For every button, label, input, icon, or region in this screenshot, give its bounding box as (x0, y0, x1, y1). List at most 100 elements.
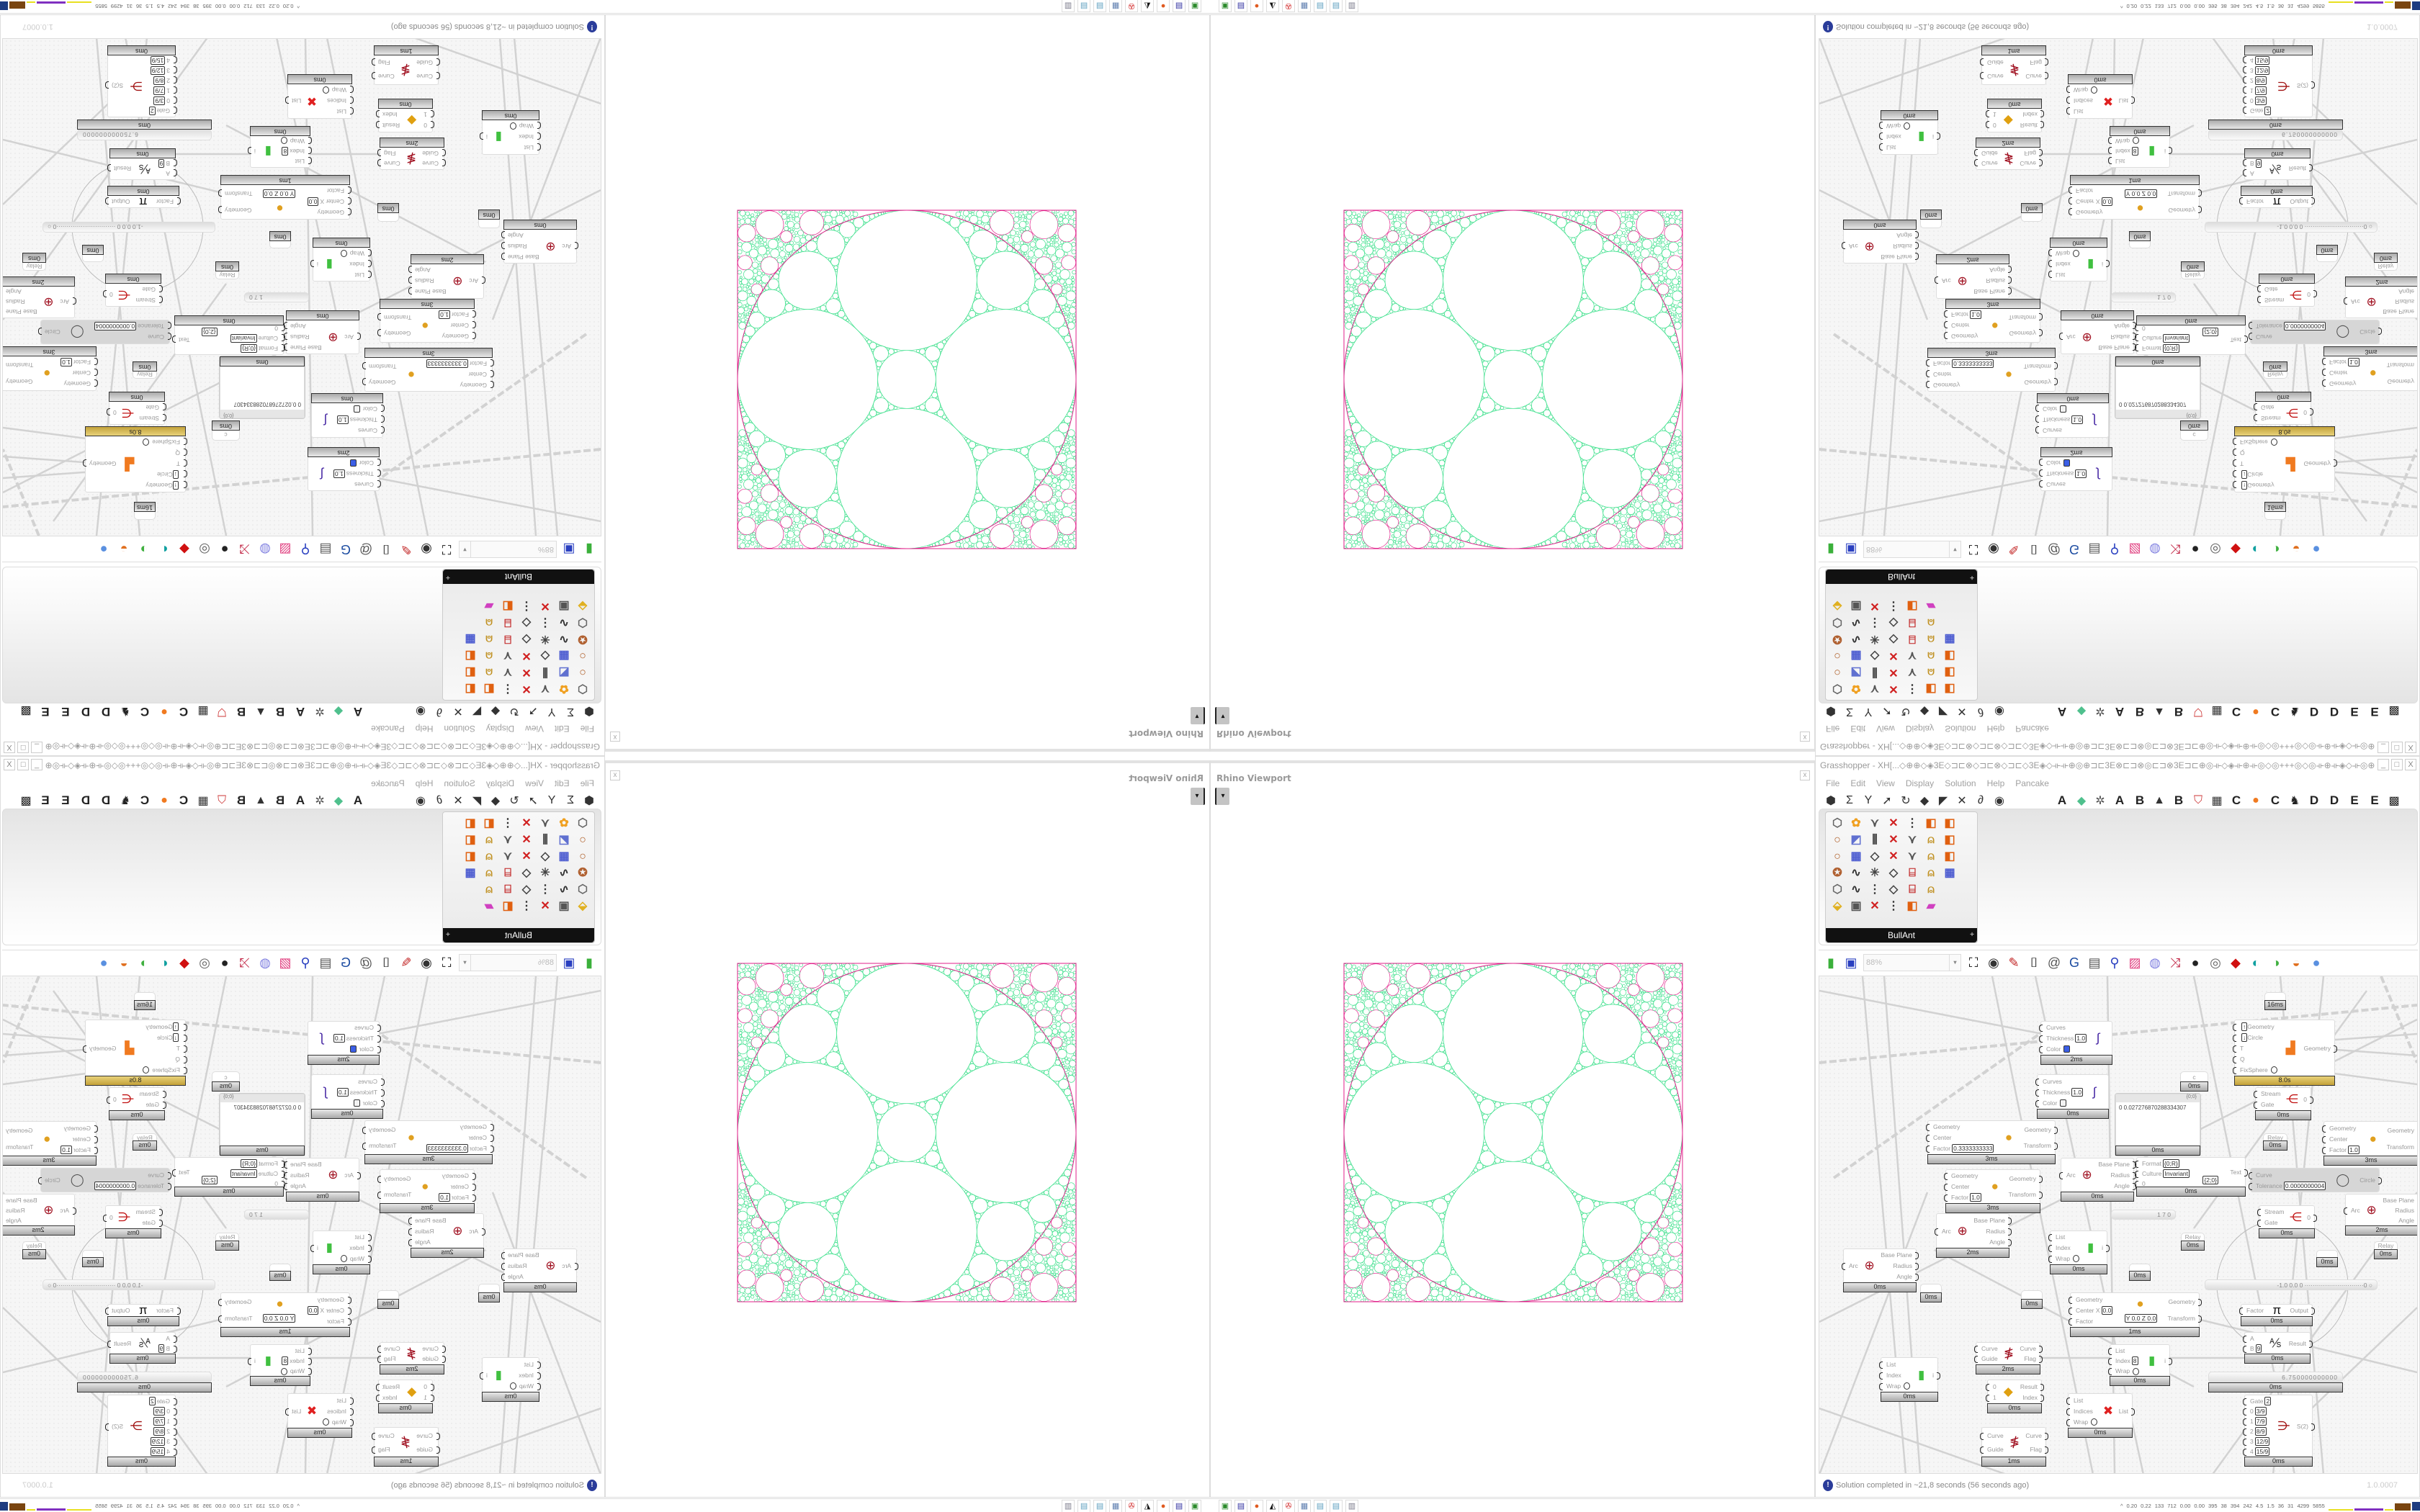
input-curves[interactable]: Curves (2043, 480, 2087, 490)
component-body[interactable]: Factor π Output (107, 1303, 179, 1317)
output-geometry[interactable]: Geometry (225, 206, 252, 214)
input-value[interactable]: 0.0 (307, 197, 319, 207)
shield-icon[interactable]: ⛉ (218, 794, 227, 806)
input-wrap[interactable]: Wrap (509, 1381, 537, 1391)
teal-shape-icon[interactable]: ◐ (2251, 542, 2260, 557)
output-curve[interactable]: Curve (2020, 160, 2036, 167)
frame-box-icon[interactable]: ▣ (558, 900, 570, 912)
input-value[interactable]: 9 (158, 1344, 165, 1353)
output-radius[interactable]: Radius (1893, 243, 1912, 251)
v-frame-icon[interactable]: ⋎ (503, 834, 512, 846)
extra-value[interactable]: {2;0} (202, 328, 218, 336)
relay[interactable]: c 0ms (212, 420, 240, 441)
gem-icon[interactable]: ◆ (333, 795, 344, 807)
grid-icon[interactable]: ⋮ (539, 883, 551, 896)
input-geometry[interactable]: Geometry (2326, 379, 2360, 390)
wires-icon[interactable]: ⤨ (239, 542, 251, 557)
bulb-icon[interactable]: ◍ (259, 955, 271, 970)
save-icon[interactable]: ▣ (1845, 542, 1857, 557)
input-value[interactable]: 1.0 (333, 1033, 345, 1043)
input-geometry[interactable]: ↑Geometry (143, 481, 183, 491)
teal-shape-icon[interactable]: ◐ (160, 542, 169, 557)
grid-icon[interactable]: ⋮ (1906, 683, 1918, 695)
toggle-circle[interactable] (1904, 122, 1911, 130)
input-list[interactable]: List (510, 143, 537, 153)
red-x-icon[interactable]: ✕ (1888, 683, 1899, 695)
input-value[interactable]: 9 (2255, 159, 2262, 168)
slider[interactable]: 6.750000000000 0ms (2208, 120, 2343, 140)
half-sphere-icon[interactable]: ◒ (120, 955, 128, 970)
plane-icon[interactable]: ◩ (558, 666, 570, 678)
output-transform[interactable]: Transform (2008, 314, 2036, 321)
input-wrap[interactable]: Wrap (340, 248, 367, 258)
close-icon[interactable]: x (1800, 770, 1810, 780)
input-value[interactable]: 3/9 (153, 96, 166, 105)
input-value[interactable]: 12/9 (150, 66, 166, 75)
sheet-icon[interactable]: ◧ (1944, 649, 1955, 662)
output-i[interactable]: i (2164, 148, 2166, 156)
notepad-icon[interactable]: ▤ (1077, 0, 1090, 12)
grid-square-icon[interactable]: ▩ (20, 795, 32, 807)
menu-pancake[interactable]: Pancake (371, 778, 405, 788)
input-color[interactable]: Color (337, 405, 380, 415)
output-angle[interactable]: Angle (508, 1272, 524, 1280)
expand-icon[interactable]: + (446, 573, 450, 581)
menu-edit[interactable]: Edit (554, 724, 570, 734)
output-angle[interactable]: Angle (1896, 232, 1912, 240)
plugin-tab-e[interactable]: E (41, 705, 50, 719)
frame-icon[interactable]: ⌸ (1909, 616, 1916, 629)
input-stream[interactable]: Stream (140, 1089, 162, 1099)
slider[interactable]: -1.0 0.0 0 ·····························… (42, 222, 215, 233)
component[interactable]: Arc ⊕ Base Plane Radius Angle 2ms (411, 1213, 484, 1258)
menu-view[interactable]: View (525, 724, 544, 734)
output-angle[interactable]: Angle (6, 1217, 22, 1224)
info-icon[interactable]: ! (1823, 21, 1833, 33)
component-body[interactable]: Curve Guide ≸ Curve Flag (1981, 55, 2046, 85)
lock-icon[interactable]: ⍝ (485, 649, 493, 662)
sheet-icon[interactable]: ◧ (502, 600, 514, 612)
component[interactable]: Arc ⊕ Base Plane Radius Angle 0ms (286, 1158, 359, 1202)
output-radius[interactable]: Radius (6, 298, 25, 305)
green-shape-icon[interactable]: ◑ (140, 955, 148, 970)
output-index[interactable]: Index (382, 1393, 398, 1401)
output-transform[interactable]: Transform (369, 363, 397, 370)
output-0[interactable]: 0 (2303, 409, 2307, 417)
menu-help[interactable]: Help (415, 724, 434, 734)
frame-icon[interactable]: ⌸ (504, 633, 511, 645)
input-index[interactable]: Index8 (281, 146, 308, 156)
menu-file[interactable]: File (580, 724, 594, 734)
component[interactable]: Curve Guide ≸ Curve Flag 1ms (1981, 45, 2046, 85)
eye-icon[interactable]: ◉ (416, 705, 426, 717)
component-body[interactable]: Curve Guide ≸ Curve Flag (1976, 147, 2040, 170)
relay[interactable]: 0ms (269, 1264, 291, 1281)
input-geometry[interactable]: Geometry (439, 331, 472, 341)
arrow-icon[interactable]: ➚ (1882, 705, 1892, 717)
green-shape-icon[interactable]: ◑ (2272, 542, 2280, 557)
sheet-icon[interactable]: ◧ (1906, 600, 1918, 612)
output-index[interactable]: Index (382, 111, 398, 119)
output-curve[interactable]: Curve (2025, 73, 2042, 81)
input-value[interactable]: 15/9 (2254, 56, 2270, 65)
input-format[interactable]: Format{0;R} (230, 343, 281, 354)
plugin-tab-b[interactable]: B (236, 705, 246, 719)
red-x-icon[interactable]: ✕ (521, 649, 532, 662)
notepad-icon[interactable]: ▤ (1330, 0, 1343, 12)
component-body[interactable]: Relay (2181, 271, 2205, 279)
input-thickness[interactable]: Thickness1.0 (333, 469, 377, 479)
wheel-icon[interactable]: ✪ (1832, 633, 1842, 645)
output-circle[interactable]: Circle (45, 1176, 60, 1184)
input-t[interactable]: T (2237, 459, 2277, 469)
input-wrap[interactable]: Wrap (280, 1366, 308, 1376)
